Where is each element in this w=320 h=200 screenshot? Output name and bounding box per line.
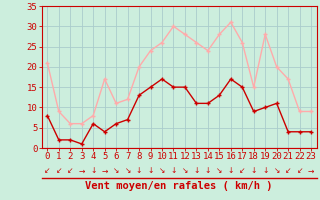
- Text: ↓: ↓: [136, 166, 142, 175]
- Text: ↓: ↓: [170, 166, 177, 175]
- Text: ↘: ↘: [274, 166, 280, 175]
- Text: ↘: ↘: [182, 166, 188, 175]
- Text: ↓: ↓: [205, 166, 211, 175]
- Text: ↙: ↙: [56, 166, 62, 175]
- X-axis label: Vent moyen/en rafales ( km/h ): Vent moyen/en rafales ( km/h ): [85, 181, 273, 191]
- Text: ↓: ↓: [262, 166, 268, 175]
- Text: ↓: ↓: [228, 166, 234, 175]
- Text: ↓: ↓: [147, 166, 154, 175]
- Text: ↘: ↘: [124, 166, 131, 175]
- Text: ↙: ↙: [239, 166, 245, 175]
- Text: →: →: [101, 166, 108, 175]
- Text: ↘: ↘: [159, 166, 165, 175]
- Text: ↓: ↓: [193, 166, 200, 175]
- Text: ↘: ↘: [216, 166, 222, 175]
- Text: ↙: ↙: [296, 166, 303, 175]
- Text: ↙: ↙: [44, 166, 51, 175]
- Text: →: →: [78, 166, 85, 175]
- Text: ↙: ↙: [285, 166, 291, 175]
- Text: ↘: ↘: [113, 166, 119, 175]
- Text: →: →: [308, 166, 314, 175]
- Text: ↙: ↙: [67, 166, 74, 175]
- Text: ↓: ↓: [90, 166, 96, 175]
- Text: ↓: ↓: [251, 166, 257, 175]
